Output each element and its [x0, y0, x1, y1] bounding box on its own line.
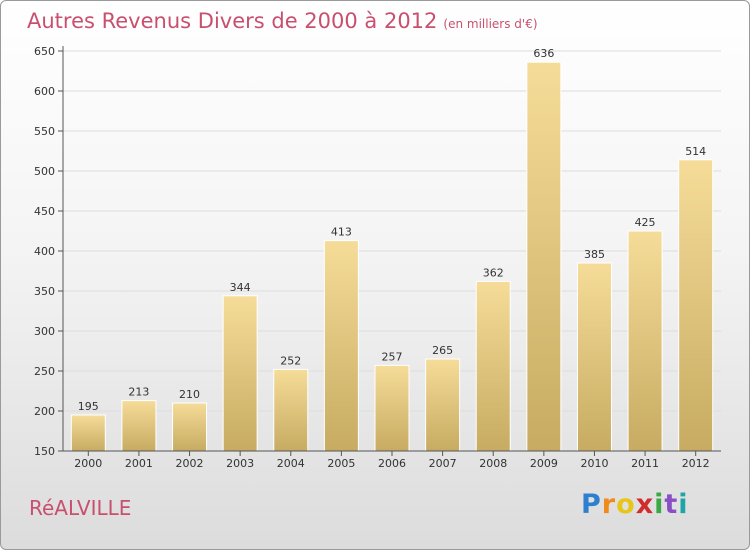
y-tick-label: 550: [34, 125, 55, 138]
y-tick-label: 250: [34, 365, 55, 378]
bar-2005: [323, 240, 359, 452]
chart-title-text: Autres Revenus Divers de 2000 à 2012: [27, 9, 438, 33]
data-label: 257: [382, 350, 403, 363]
x-tick-label: 2005: [327, 457, 355, 470]
chart-subtitle: (en milliers d'€): [443, 17, 538, 31]
logo-letter: t: [664, 489, 679, 520]
y-tick-label: 650: [34, 45, 55, 58]
y-tick-label: 500: [34, 165, 55, 178]
data-label: 265: [432, 344, 453, 357]
y-tick-label: 600: [34, 85, 55, 98]
data-label: 252: [280, 354, 301, 367]
place-name: RéALVILLE: [29, 496, 132, 520]
y-tick-label: 450: [34, 205, 55, 218]
bar-2002: [172, 402, 208, 452]
logo-letter: i: [654, 489, 665, 520]
x-tick-label: 2001: [125, 457, 153, 470]
proxiti-logo: Proxiti: [581, 489, 689, 520]
bar-2007: [425, 358, 461, 452]
logo-letter: x: [635, 489, 655, 520]
y-tick-label: 200: [34, 405, 55, 418]
data-label: 213: [128, 386, 149, 399]
data-label: 514: [685, 145, 706, 158]
y-tick-label: 400: [34, 245, 55, 258]
x-tick-label: 2000: [74, 457, 102, 470]
y-tick-label: 300: [34, 325, 55, 338]
bar-2006: [374, 364, 410, 452]
data-label: 344: [230, 281, 251, 294]
x-tick-label: 2007: [429, 457, 457, 470]
x-tick-label: 2003: [226, 457, 254, 470]
data-label: 195: [78, 400, 99, 413]
logo-letter: o: [616, 489, 636, 520]
x-tick-label: 2006: [378, 457, 406, 470]
logo-letter: r: [601, 489, 617, 520]
bar-2011: [627, 230, 663, 452]
data-label: 413: [331, 226, 352, 239]
x-tick-label: 2002: [176, 457, 204, 470]
x-tick-label: 2011: [631, 457, 659, 470]
logo-letter: P: [581, 489, 602, 520]
labels: 150 200 250 300 350 400 450 500 550 600 650 195 2000…: [34, 45, 710, 470]
bar-2000: [70, 414, 106, 452]
logo-letter: i: [678, 489, 689, 520]
x-tick-label: 2004: [277, 457, 305, 470]
data-label: 636: [533, 47, 554, 60]
bar-2003: [222, 295, 258, 452]
x-tick-label: 2009: [530, 457, 558, 470]
x-tick-label: 2012: [682, 457, 710, 470]
x-tick-label: 2008: [479, 457, 507, 470]
data-label: 385: [584, 248, 605, 261]
y-tick-label: 150: [34, 445, 55, 458]
bar-2004: [273, 368, 309, 452]
chart-title: Autres Revenus Divers de 2000 à 2012 (en …: [27, 9, 538, 33]
y-tick-label: 350: [34, 285, 55, 298]
axes: [58, 46, 721, 456]
data-label: 210: [179, 388, 200, 401]
bar-2001: [121, 400, 157, 452]
data-label: 425: [635, 216, 656, 229]
bar-2012: [678, 159, 714, 452]
bars: [70, 61, 714, 452]
bar-2010: [576, 262, 612, 452]
x-tick-label: 2010: [580, 457, 608, 470]
data-label: 362: [483, 266, 504, 279]
bar-2009: [526, 61, 562, 452]
bar-2008: [475, 280, 511, 452]
